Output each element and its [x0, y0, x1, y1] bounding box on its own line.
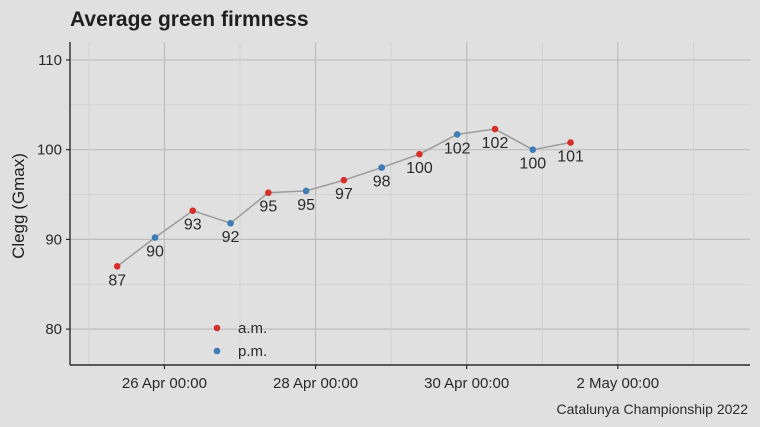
- data-point: [302, 187, 310, 195]
- data-label: 98: [373, 174, 391, 191]
- legend-label: p.m.: [238, 343, 267, 360]
- data-point: [567, 139, 574, 146]
- legend-marker: [213, 347, 221, 355]
- axes: 80 90 100 110 26 Apr 00:00 28 Apr 00:00 30 Apr…: [37, 42, 750, 392]
- data-label: 100: [406, 160, 433, 177]
- x-tick-label: 26 Apr 00:00: [122, 375, 207, 392]
- data-point: [151, 234, 159, 241]
- y-tick-label: 90: [45, 231, 62, 248]
- data-label: 102: [482, 135, 509, 152]
- data-point: [189, 207, 197, 214]
- data-label: 90: [146, 244, 164, 261]
- x-tick-label: 2 May 00:00: [576, 375, 659, 392]
- data-points: [113, 125, 574, 270]
- data-point: [340, 176, 348, 184]
- data-point: [378, 164, 385, 171]
- x-tick-label: 30 Apr 00:00: [424, 375, 509, 392]
- data-point: [453, 131, 461, 138]
- data-label: 100: [519, 156, 546, 173]
- chart-title: Average green firmness: [70, 8, 309, 31]
- data-label: 95: [297, 197, 315, 214]
- data-point: [491, 125, 499, 133]
- y-axis-label: Clegg (Gmax): [9, 153, 28, 259]
- legend-label: a.m.: [238, 320, 267, 337]
- data-label: 102: [444, 140, 471, 157]
- y-tick-label: 100: [37, 142, 62, 159]
- data-label: 93: [184, 217, 202, 234]
- data-label: 87: [108, 272, 126, 289]
- data-point: [529, 146, 537, 153]
- grid-lines: [70, 42, 750, 365]
- data-label: 97: [335, 186, 353, 203]
- legend: a.m. p.m.: [213, 320, 267, 360]
- data-point: [113, 263, 121, 270]
- data-label: 101: [557, 148, 584, 165]
- y-tick-label: 110: [38, 52, 62, 69]
- data-point: [227, 219, 234, 227]
- legend-marker: [213, 324, 221, 332]
- x-tick-label: 28 Apr 00:00: [273, 375, 358, 392]
- data-point: [416, 150, 423, 158]
- data-label: 95: [259, 199, 277, 216]
- chart-caption: Catalunya Championship 2022: [557, 401, 749, 417]
- data-labels: 87 90 93 92 95 95 97 98 100 102 102 100 101: [108, 135, 584, 289]
- data-label: 92: [222, 229, 240, 246]
- data-point: [265, 189, 272, 197]
- y-tick-label: 80: [45, 321, 62, 338]
